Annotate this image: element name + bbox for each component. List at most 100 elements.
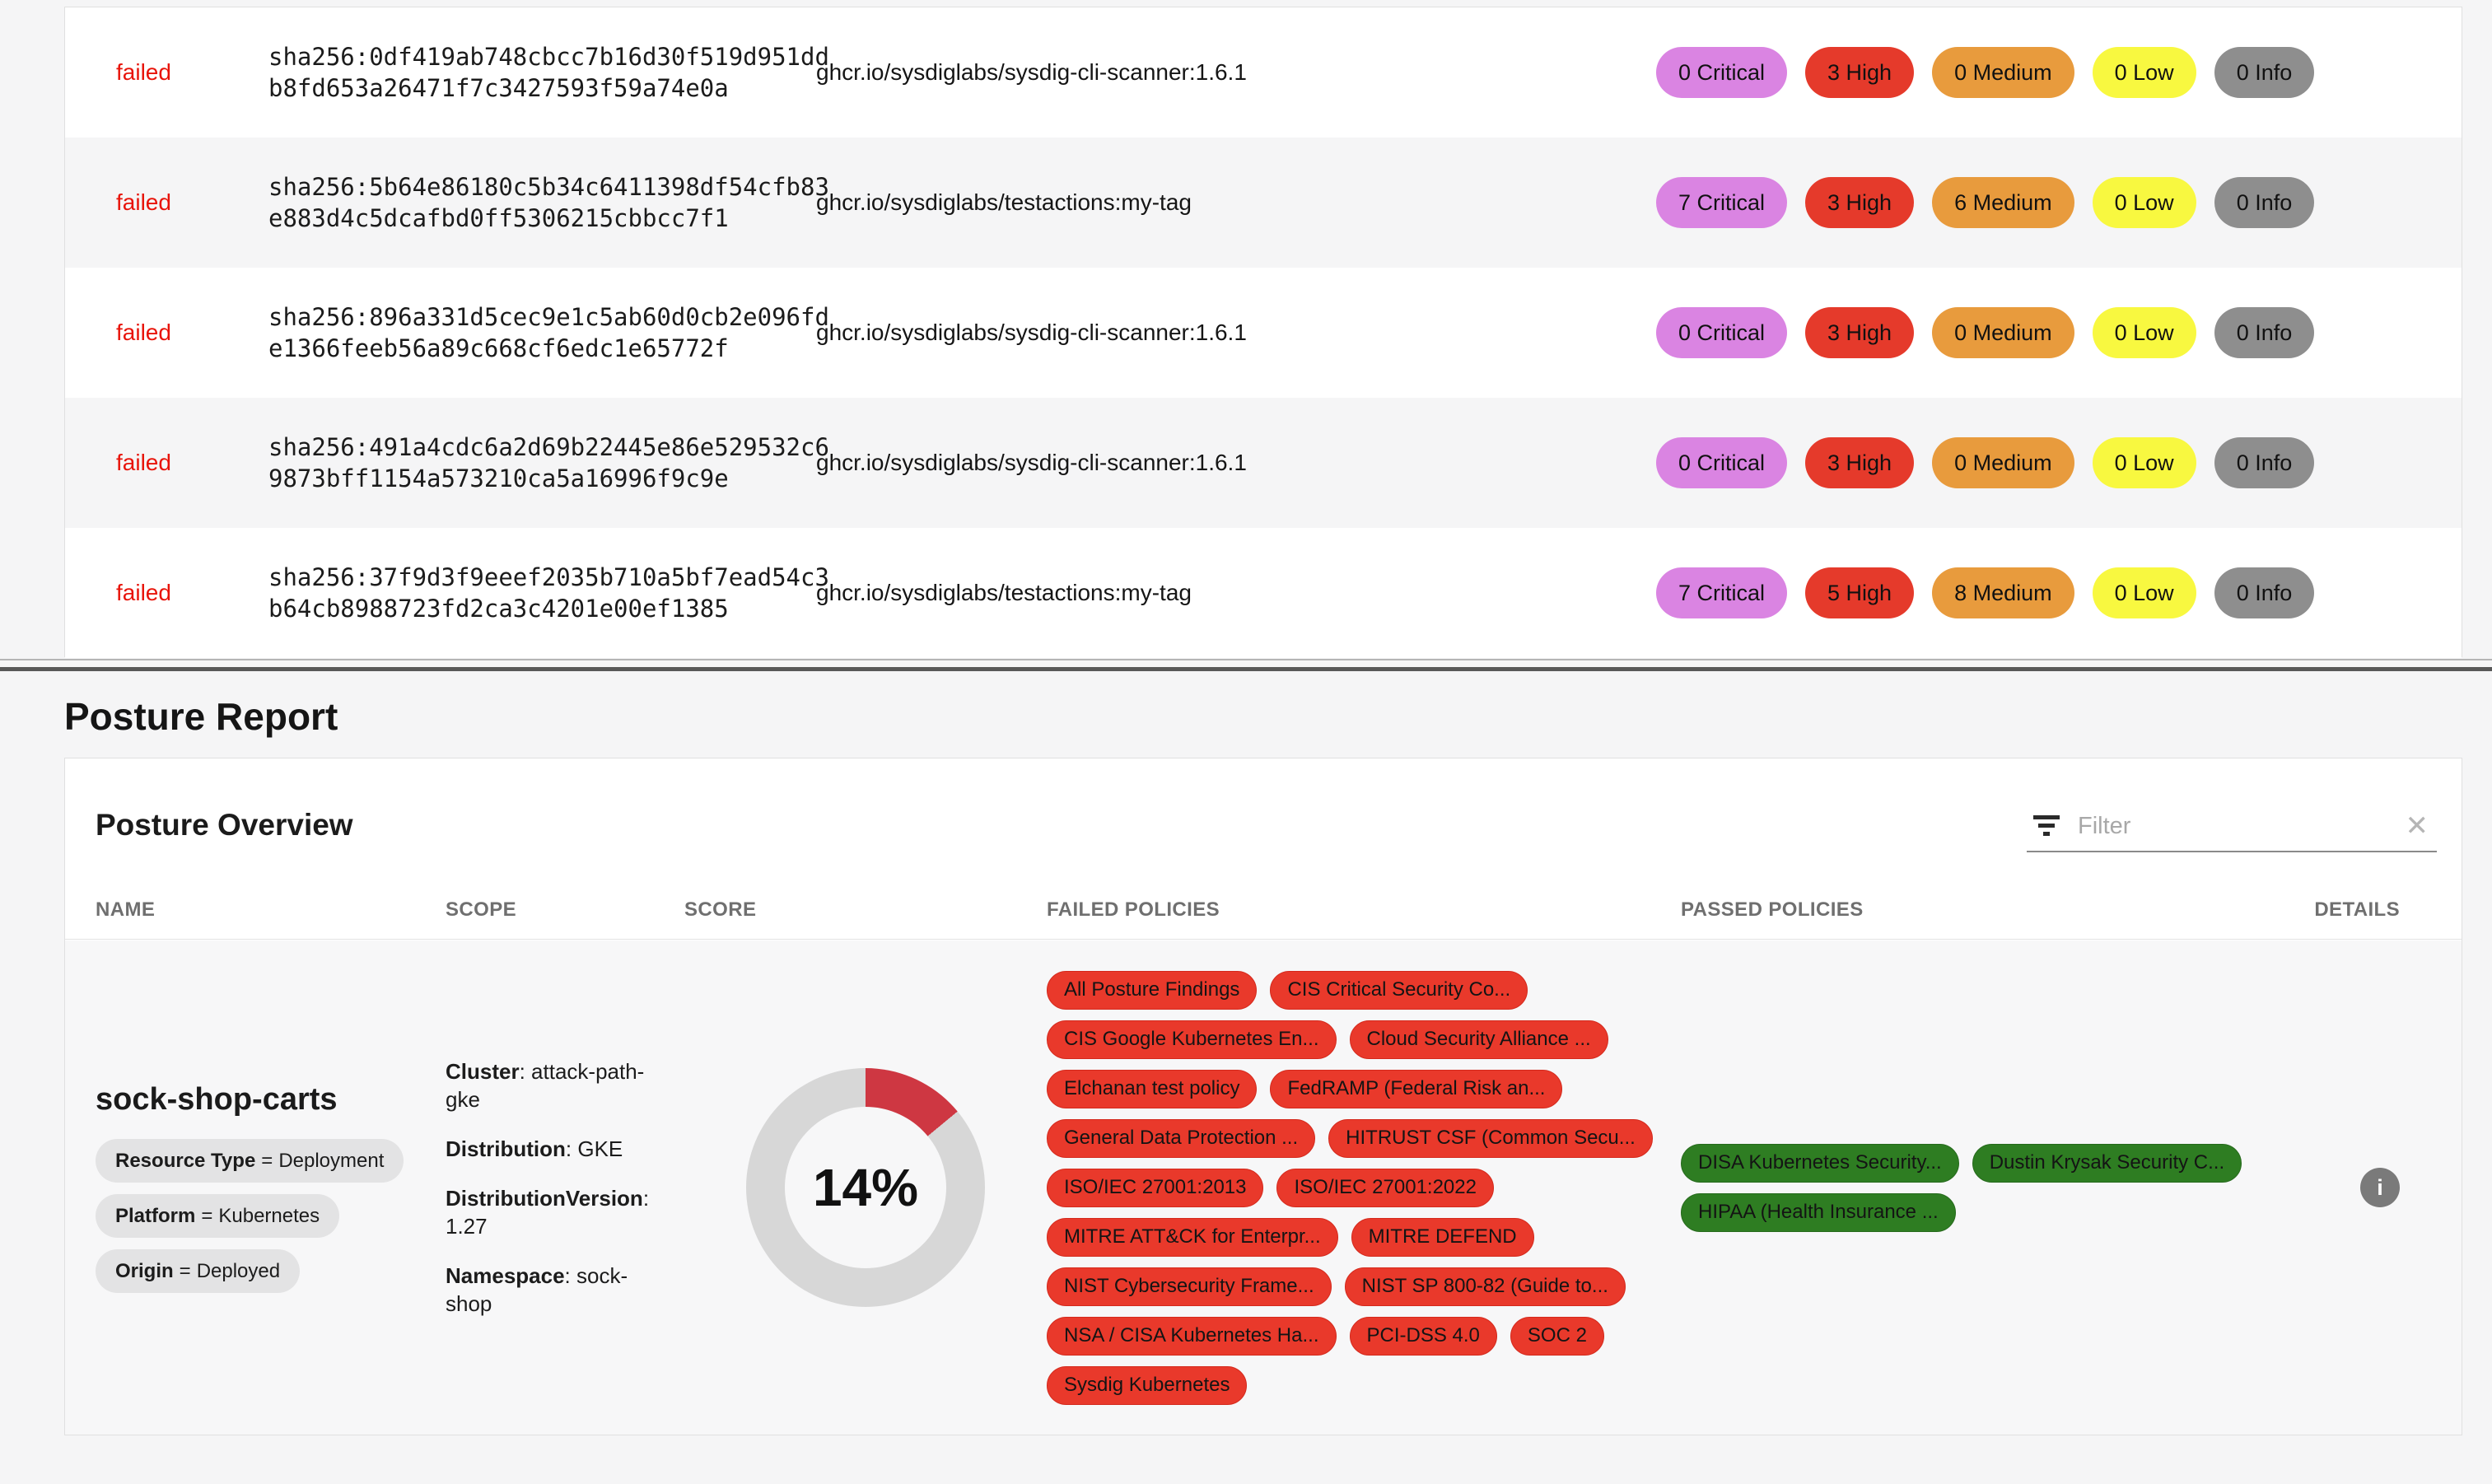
info-badge: 0 Info bbox=[2214, 47, 2315, 98]
image-digest: sha256:896a331d5cec9e1c5ab60d0cb2e096fd … bbox=[268, 303, 829, 362]
severity-badges: 0 Critical 3 High 0 Medium 0 Low 0 Info bbox=[1656, 307, 2462, 358]
medium-badge: 0 Medium bbox=[1932, 437, 2074, 488]
table-row: failed sha256:5b64e86180c5b34c6411398df5… bbox=[65, 138, 2462, 268]
filter-input[interactable] bbox=[2076, 811, 2406, 841]
score-donut-gauge: 14% bbox=[746, 1068, 985, 1307]
failed-policy-pill: General Data Protection ... bbox=[1047, 1118, 1316, 1158]
column-header-name: NAME bbox=[96, 898, 156, 921]
critical-badge: 0 Critical bbox=[1656, 47, 1788, 98]
failed-policy-pill: NIST Cybersecurity Frame... bbox=[1047, 1267, 1332, 1306]
low-badge: 0 Low bbox=[2092, 47, 2196, 98]
scope-item: Namespace: sock-shop bbox=[446, 1263, 628, 1316]
severity-badges: 0 Critical 3 High 0 Medium 0 Low 0 Info bbox=[1656, 437, 2462, 488]
column-header-scope: SCOPE bbox=[446, 898, 517, 921]
severity-badges: 7 Critical 3 High 6 Medium 0 Low 0 Info bbox=[1656, 177, 2462, 228]
high-badge: 3 High bbox=[1805, 177, 1915, 228]
filter-control: ✕ bbox=[2027, 801, 2437, 852]
label-key: Origin bbox=[115, 1259, 174, 1282]
failed-policy-pill: CIS Critical Security Co... bbox=[1270, 970, 1528, 1010]
label-value: Deployment bbox=[278, 1149, 385, 1172]
critical-badge: 0 Critical bbox=[1656, 307, 1788, 358]
label-separator: = bbox=[261, 1149, 273, 1172]
label-key: Platform bbox=[115, 1204, 196, 1227]
label-pill: Platform = Kubernetes bbox=[96, 1194, 340, 1238]
scope-item: DistributionVersion: 1.27 bbox=[446, 1186, 650, 1239]
scan-status: failed bbox=[116, 580, 171, 605]
label-value: Deployed bbox=[196, 1259, 281, 1282]
posture-table-header: NAME SCOPE SCORE FAILED POLICIES PASSED … bbox=[65, 898, 2462, 940]
scope-item: Cluster: attack-path-gke bbox=[446, 1059, 645, 1112]
image-name: ghcr.io/sysdiglabs/sysdig-cli-scanner:1.… bbox=[816, 320, 1247, 345]
high-badge: 3 High bbox=[1805, 307, 1915, 358]
column-header-score: SCORE bbox=[684, 898, 757, 921]
failed-policy-pill: SOC 2 bbox=[1510, 1316, 1604, 1356]
failed-policy-pill: Elchanan test policy bbox=[1047, 1069, 1258, 1108]
passed-policy-pill: Dustin Krysak Security C... bbox=[1972, 1143, 2242, 1183]
label-separator: = bbox=[201, 1204, 213, 1227]
failed-policy-pill: ISO/IEC 27001:2013 bbox=[1047, 1168, 1264, 1207]
posture-overview-card: Posture Overview ✕ NAME SCOPE SCORE FAIL… bbox=[64, 758, 2462, 1435]
posture-row: sock-shop-carts Resource Type = Deployme… bbox=[65, 940, 2462, 1435]
section-divider-light bbox=[0, 659, 2492, 660]
image-name: ghcr.io/sysdiglabs/sysdig-cli-scanner:1.… bbox=[816, 59, 1247, 85]
info-badge: 0 Info bbox=[2214, 307, 2315, 358]
failed-policy-pill: Cloud Security Alliance ... bbox=[1349, 1020, 1608, 1059]
scope-item: Distribution: GKE bbox=[446, 1136, 623, 1161]
high-badge: 3 High bbox=[1805, 47, 1915, 98]
severity-badges: 7 Critical 5 High 8 Medium 0 Low 0 Info bbox=[1656, 567, 2462, 618]
score-cell: 14% bbox=[684, 1068, 1047, 1307]
scan-status: failed bbox=[116, 59, 171, 85]
details-cell: i bbox=[2298, 1168, 2462, 1207]
image-name: ghcr.io/sysdiglabs/testactions:my-tag bbox=[816, 580, 1192, 605]
column-header-details: DETAILS bbox=[2314, 898, 2400, 921]
high-badge: 3 High bbox=[1805, 437, 1915, 488]
label-separator: = bbox=[179, 1259, 191, 1282]
failed-policy-pill: Sysdig Kubernetes bbox=[1047, 1365, 1248, 1405]
image-digest: sha256:5b64e86180c5b34c6411398df54cfb83 … bbox=[268, 173, 829, 232]
failed-policy-pill: NSA / CISA Kubernetes Ha... bbox=[1047, 1316, 1337, 1356]
section-divider-dark bbox=[0, 667, 2492, 671]
medium-badge: 0 Medium bbox=[1932, 47, 2074, 98]
low-badge: 0 Low bbox=[2092, 307, 2196, 358]
scan-status: failed bbox=[116, 320, 171, 345]
passed-policy-pill: HIPAA (Health Insurance ... bbox=[1681, 1192, 1956, 1232]
medium-badge: 0 Medium bbox=[1932, 307, 2074, 358]
low-badge: 0 Low bbox=[2092, 177, 2196, 228]
info-icon[interactable]: i bbox=[2360, 1168, 2400, 1207]
failed-policy-pill: PCI-DSS 4.0 bbox=[1349, 1316, 1497, 1356]
failed-policy-pill: NIST SP 800-82 (Guide to... bbox=[1344, 1267, 1626, 1306]
card-title: Posture Overview bbox=[96, 808, 353, 842]
column-header-failed-policies: FAILED POLICIES bbox=[1047, 898, 1220, 921]
close-icon[interactable]: ✕ bbox=[2405, 810, 2429, 842]
label-value: Kubernetes bbox=[218, 1204, 320, 1227]
failed-policy-pill: HITRUST CSF (Common Secu... bbox=[1328, 1118, 1653, 1158]
failed-policy-pill: CIS Google Kubernetes En... bbox=[1047, 1020, 1337, 1059]
passed-policies-cell: DISA Kubernetes Security... Dustin Krysa… bbox=[1681, 1143, 2290, 1232]
critical-badge: 7 Critical bbox=[1656, 177, 1788, 228]
medium-badge: 8 Medium bbox=[1932, 567, 2074, 618]
failed-policy-pill: MITRE DEFEND bbox=[1351, 1217, 1534, 1257]
label-pill: Resource Type = Deployment bbox=[96, 1139, 404, 1183]
low-badge: 0 Low bbox=[2092, 567, 2196, 618]
filter-funnel-icon bbox=[2032, 814, 2061, 838]
image-digest: sha256:491a4cdc6a2d69b22445e86e529532c6 … bbox=[268, 433, 829, 492]
scan-status: failed bbox=[116, 450, 171, 475]
critical-badge: 0 Critical bbox=[1656, 437, 1788, 488]
low-badge: 0 Low bbox=[2092, 437, 2196, 488]
info-badge: 0 Info bbox=[2214, 567, 2315, 618]
high-badge: 5 High bbox=[1805, 567, 1915, 618]
image-name: ghcr.io/sysdiglabs/sysdig-cli-scanner:1.… bbox=[816, 450, 1247, 475]
scan-status: failed bbox=[116, 189, 171, 215]
critical-badge: 7 Critical bbox=[1656, 567, 1788, 618]
failed-policies-cell: All Posture Findings CIS Critical Securi… bbox=[1047, 970, 1656, 1405]
scan-results-table: failed sha256:0df419ab748cbcc7b16d30f519… bbox=[64, 7, 2462, 658]
table-row: failed sha256:491a4cdc6a2d69b22445e86e52… bbox=[65, 398, 2462, 528]
failed-policy-pill: FedRAMP (Federal Risk an... bbox=[1270, 1069, 1563, 1108]
failed-policy-pill: All Posture Findings bbox=[1047, 970, 1258, 1010]
info-badge: 0 Info bbox=[2214, 177, 2315, 228]
scope-cell: Cluster: attack-path-gke Distribution: G… bbox=[446, 1057, 684, 1318]
failed-policy-pill: MITRE ATT&CK for Enterpr... bbox=[1047, 1217, 1338, 1257]
resource-name-cell: sock-shop-carts Resource Type = Deployme… bbox=[96, 1082, 446, 1293]
column-header-passed-policies: PASSED POLICIES bbox=[1681, 898, 1864, 921]
resource-labels: Resource Type = Deployment Platform = Ku… bbox=[96, 1139, 446, 1293]
